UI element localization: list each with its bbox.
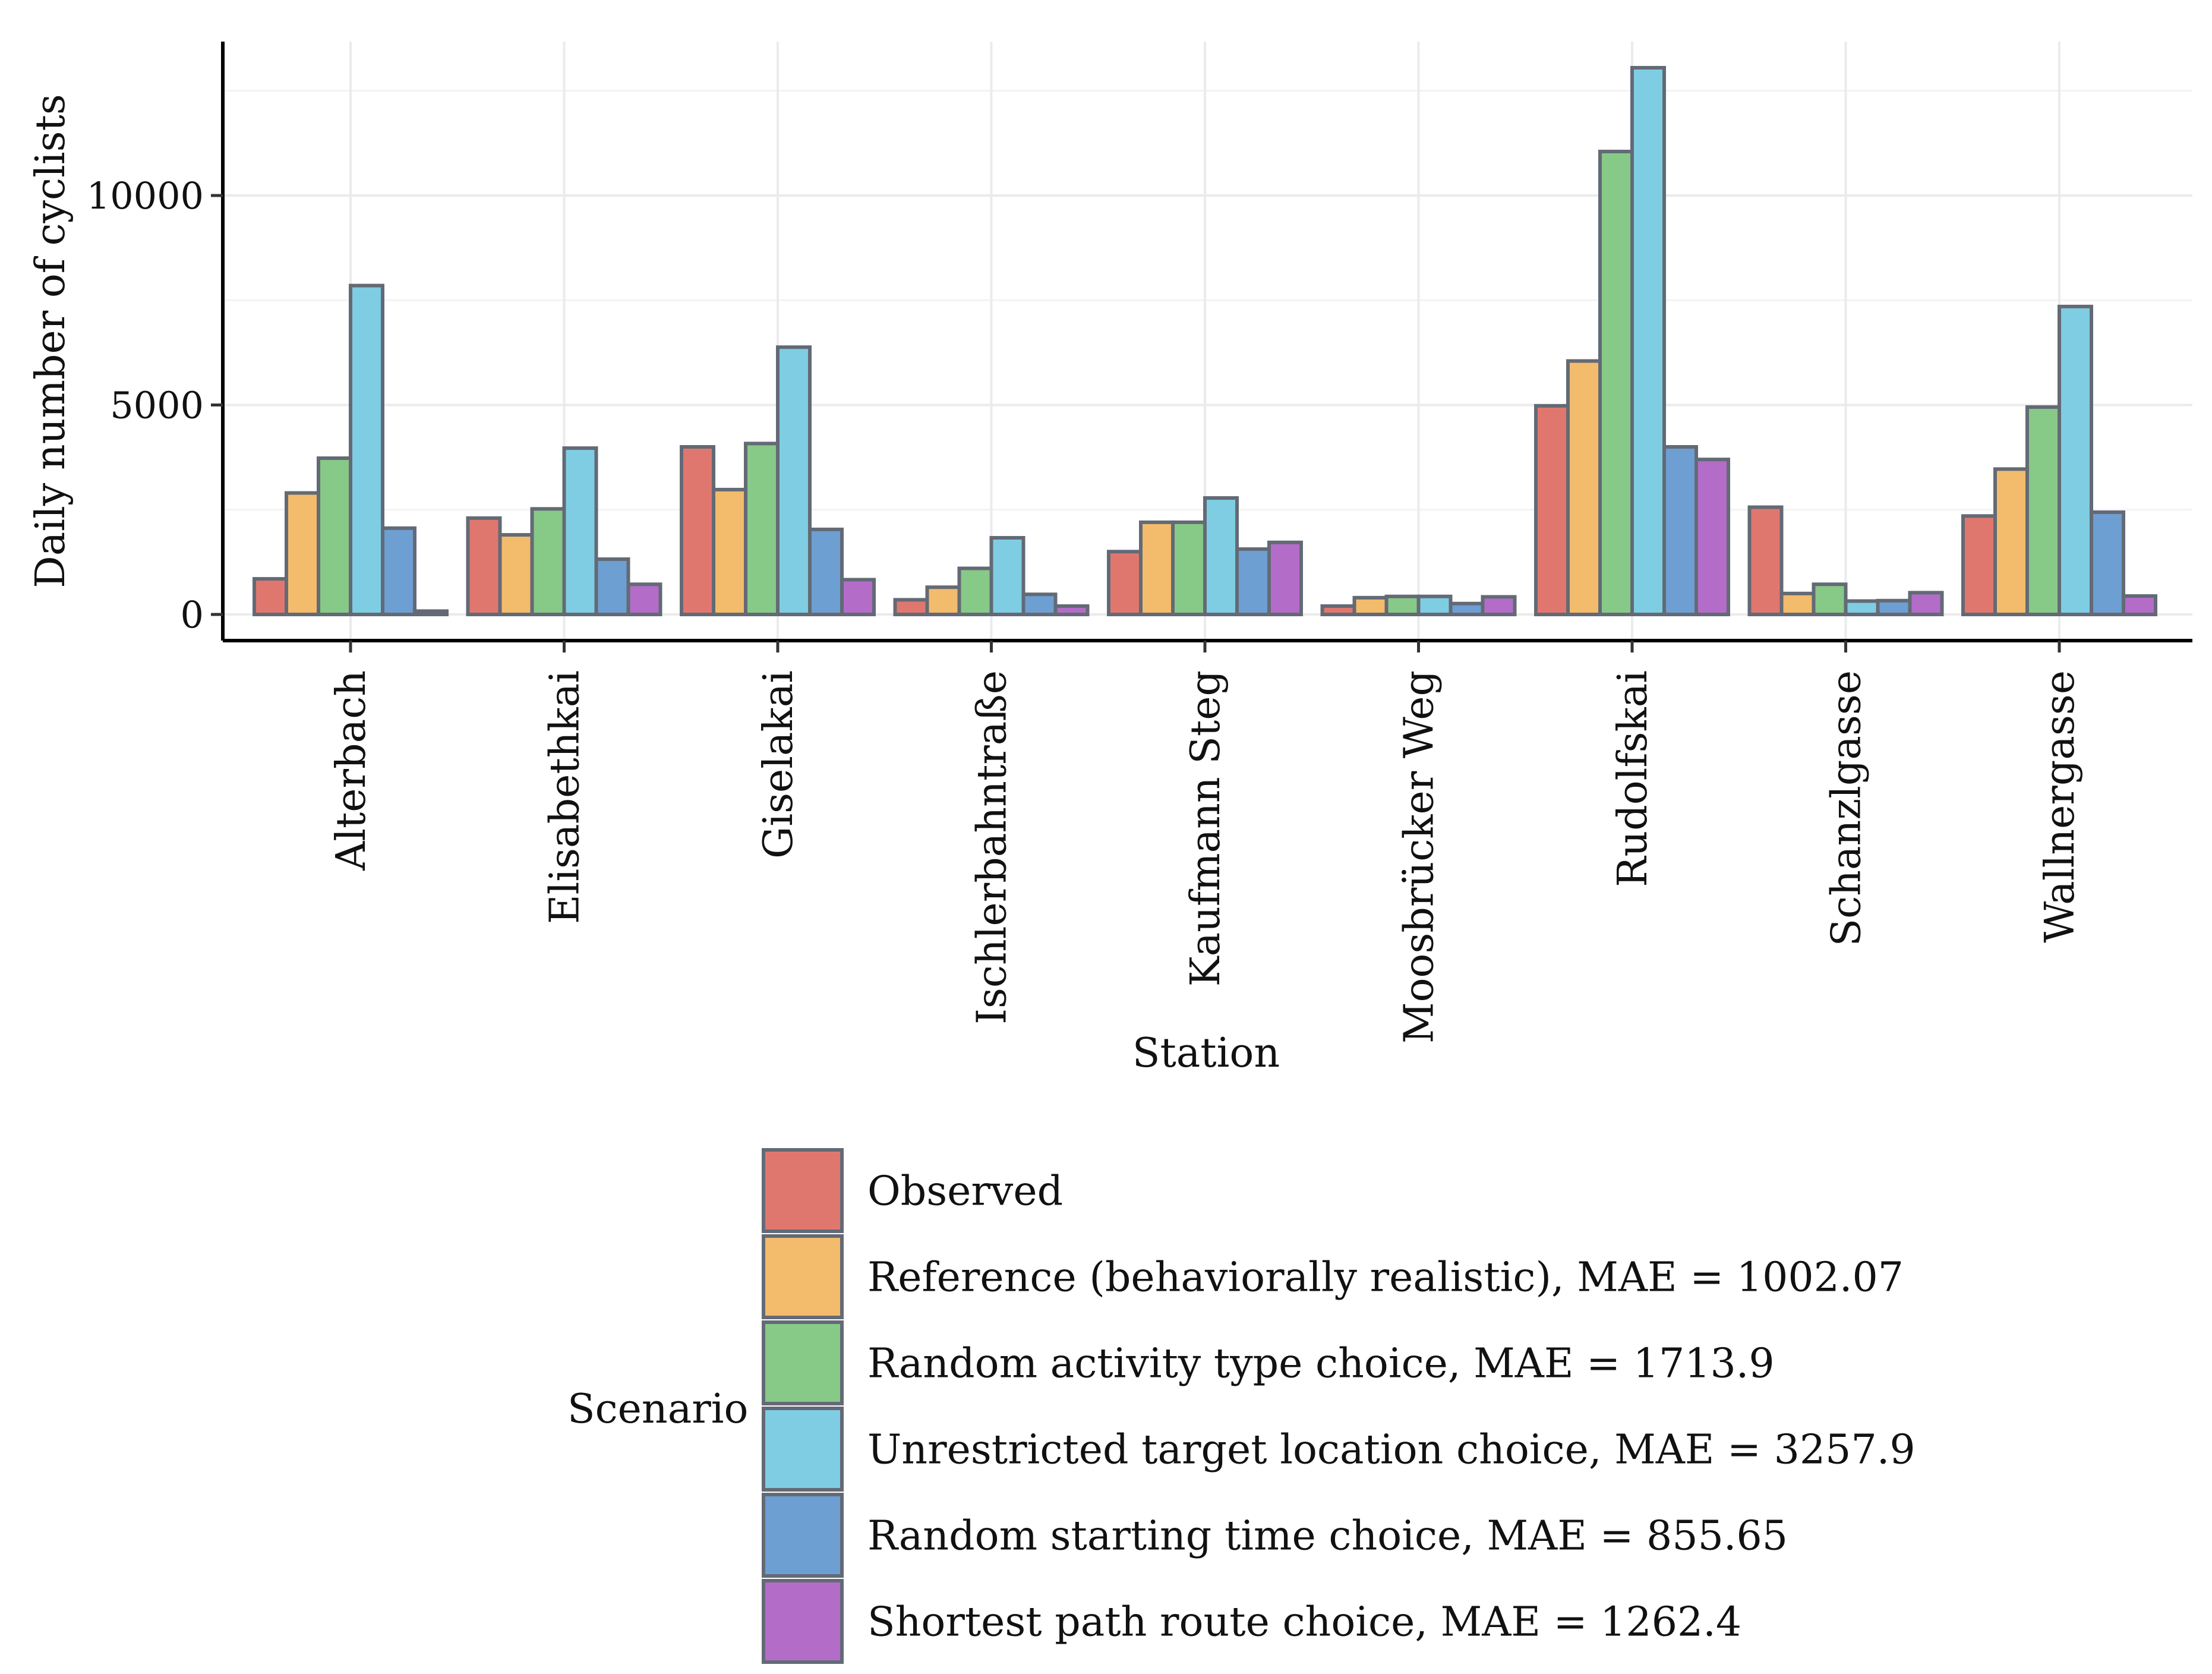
- bar: [893, 598, 929, 617]
- bar: [349, 283, 384, 616]
- legend-key: [762, 1493, 844, 1578]
- bar: [1320, 604, 1356, 617]
- legend-key: [762, 1407, 844, 1492]
- bar: [712, 487, 747, 616]
- bar: [1171, 520, 1207, 617]
- axes: [221, 42, 2192, 642]
- bar: [317, 456, 352, 616]
- bar: [381, 526, 416, 617]
- bar: [744, 442, 780, 616]
- x-tick-label: Moosbrücker Weg: [1396, 670, 1443, 1044]
- bar: [1630, 65, 1666, 617]
- bar: [1662, 445, 1698, 616]
- bar: [562, 446, 598, 616]
- y-tick-label: 0: [181, 593, 204, 636]
- legend-key: [762, 1234, 844, 1319]
- bar: [1876, 598, 1912, 616]
- x-tick-label: Ischlerbahntraße: [969, 670, 1016, 1024]
- bar: [1139, 520, 1175, 617]
- x-tick-label: Elisabethkai: [542, 670, 589, 924]
- legend-label: Unrestricted target location choice, MAE…: [867, 1427, 1916, 1474]
- bar: [776, 345, 812, 617]
- bar: [1053, 604, 1090, 617]
- bar: [989, 535, 1025, 616]
- y-axis-title: Daily number of cyclists: [27, 94, 74, 588]
- bar: [1203, 496, 1239, 617]
- bar: [1416, 594, 1453, 616]
- bar: [626, 582, 662, 616]
- bar: [498, 533, 534, 616]
- x-tick-label: Rudolfskai: [1610, 670, 1656, 887]
- tick-labels: 0 5000 10000 Alterbach Elisabethkai Giselakai…: [87, 174, 2084, 1044]
- legend-title: Scenario: [567, 1386, 748, 1433]
- legend-label: Random activity type choice, MAE = 1713.…: [867, 1341, 1775, 1388]
- bar: [1779, 591, 1816, 616]
- bar: [1235, 547, 1271, 617]
- bar: [808, 527, 844, 617]
- bar: [1812, 582, 1848, 616]
- legend-key: [762, 1579, 844, 1664]
- bar: [1844, 599, 1880, 617]
- x-tick-label: Kaufmann Steg: [1182, 670, 1229, 986]
- bar: [285, 491, 320, 616]
- bar: [1021, 592, 1058, 616]
- legend-label: Shortest path route choice, MAE = 1262.4: [867, 1599, 1741, 1646]
- bar: [2025, 405, 2061, 617]
- bar: [925, 585, 961, 616]
- bar: [253, 577, 288, 617]
- x-tick-label: Wallnergasse: [2037, 670, 2084, 943]
- bar: [2122, 594, 2157, 616]
- bar: [530, 507, 566, 617]
- x-tick-label: Schanzlgasse: [1823, 670, 1870, 946]
- legend-key: [762, 1148, 844, 1233]
- bar: [594, 557, 630, 616]
- bar: [1267, 540, 1303, 616]
- bar: [1107, 550, 1143, 616]
- legend-label: Observed: [867, 1168, 1063, 1215]
- bars: [253, 65, 2157, 617]
- x-axis-title: Station: [1132, 1030, 1280, 1077]
- y-tick-label: 10000: [87, 174, 204, 217]
- bar: [840, 578, 876, 616]
- legend-label: Reference (behaviorally realistic), MAE …: [867, 1254, 1904, 1301]
- bar: [1534, 403, 1570, 616]
- bar: [1566, 359, 1602, 616]
- bar: [413, 609, 449, 616]
- y-tick-label: 5000: [110, 384, 204, 427]
- bar: [1993, 467, 2029, 616]
- legend-key: [762, 1320, 844, 1405]
- bar: [1961, 514, 1997, 617]
- x-tick-label: Alterbach: [328, 670, 375, 871]
- x-tick-label: Giselakai: [755, 670, 802, 859]
- bar: [680, 445, 715, 616]
- legend-label: Random starting time choice, MAE = 855.6…: [867, 1513, 1788, 1560]
- bar: [1695, 458, 1730, 617]
- bar: [1481, 595, 1517, 617]
- bar: [1908, 591, 1944, 617]
- bar: [2090, 510, 2125, 616]
- bar: [1352, 595, 1389, 616]
- bar: [1747, 505, 1784, 617]
- bar: [1598, 149, 1634, 617]
- bar: [466, 516, 502, 616]
- bar: [1449, 601, 1485, 616]
- bar: [957, 566, 993, 617]
- legend: Scenario Observed Reference (behaviorally…: [567, 1148, 1916, 1664]
- bar: [1384, 594, 1421, 616]
- bar: [2058, 304, 2093, 616]
